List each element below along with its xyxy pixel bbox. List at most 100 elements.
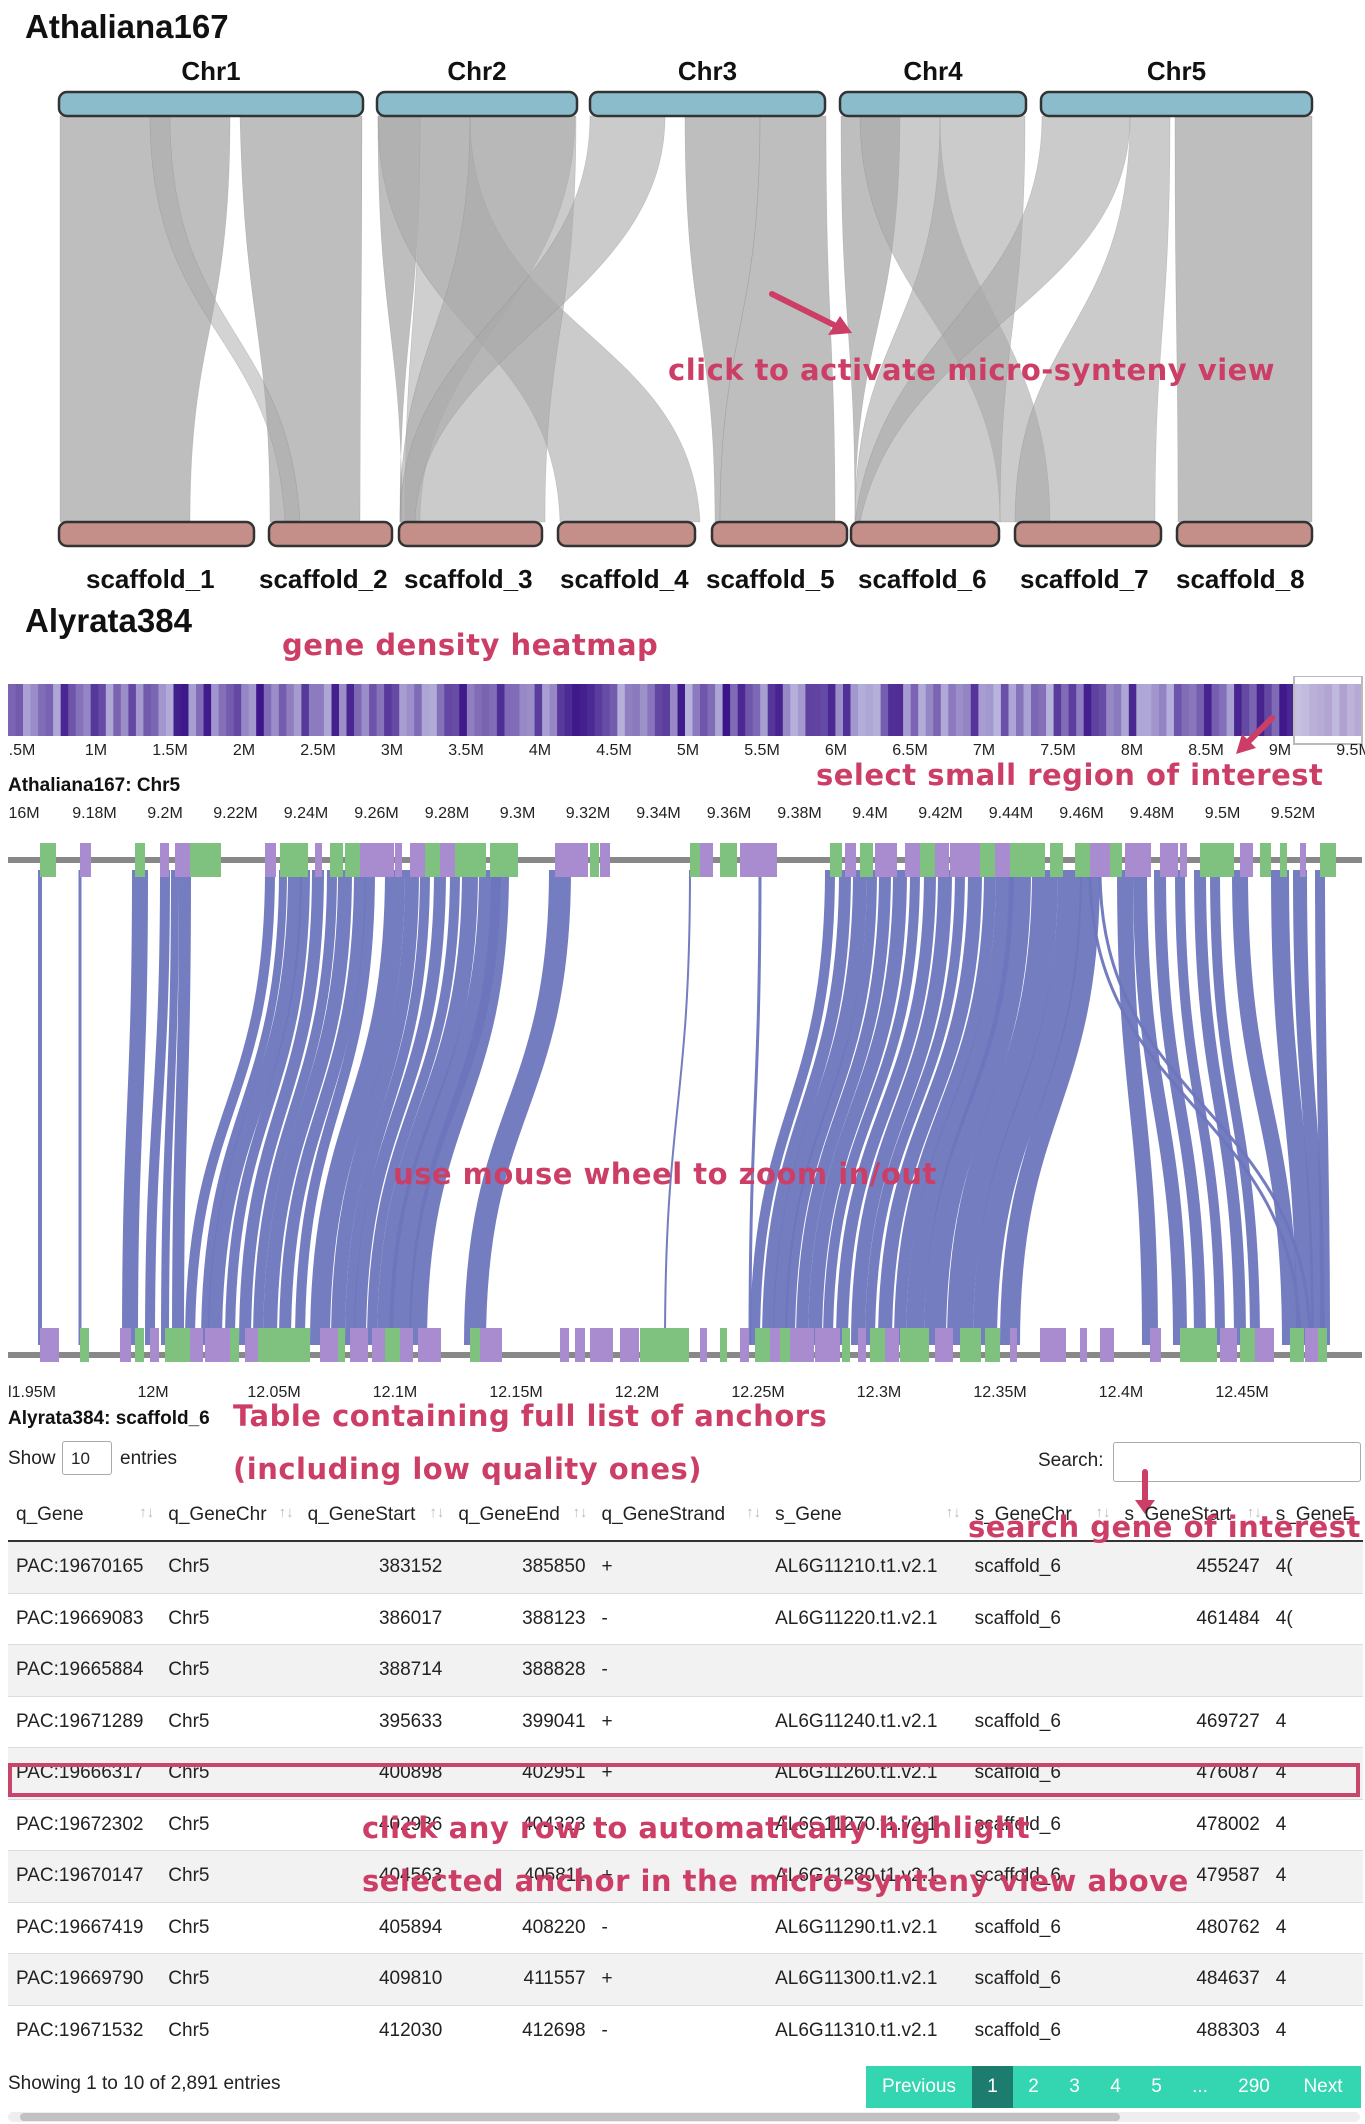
- heatmap-cell: [519, 684, 528, 736]
- chr-bar-5: [1039, 90, 1314, 118]
- heatmap-cell: [451, 684, 460, 736]
- gene-glyph: [425, 843, 443, 877]
- table-cell: [767, 1644, 967, 1696]
- pagination-page-1[interactable]: 1: [972, 2066, 1013, 2108]
- heatmap-cell: [30, 684, 39, 736]
- synteny-ribbon: [1014, 115, 1171, 523]
- page-length-select[interactable]: 10: [62, 1441, 112, 1475]
- chr-label-3: Chr3: [677, 56, 738, 86]
- table-row[interactable]: PAC:19672302 Chr5 402986 404323- AL6G11270.t…: [8, 1798, 1363, 1851]
- heatmap-cell: [888, 684, 897, 736]
- anchor-ribbon: [122, 869, 148, 1346]
- heatmap-cell: [226, 684, 235, 736]
- pagination-previous[interactable]: Previous: [866, 2066, 972, 2108]
- table-cell: 388714: [299, 1644, 451, 1696]
- table-row[interactable]: PAC:19670147 Chr5 404563 405811 + AL6G11280.t…: [8, 1850, 1363, 1902]
- table-cell: 4: [1267, 1850, 1363, 1902]
- heatmap-cell: [105, 684, 114, 736]
- table-row[interactable]: PAC:19670165 Chr5 383152 385850 + AL6G11210.t…: [8, 1540, 1363, 1593]
- gene-glyph: [135, 843, 145, 877]
- heatmap-cell: [730, 684, 739, 736]
- pagination-page-4[interactable]: 4: [1095, 2066, 1136, 2108]
- gene-glyph: [1280, 843, 1287, 877]
- heatmap-cell: [662, 684, 671, 736]
- table-cell: +: [593, 1540, 768, 1593]
- heatmap-cell: [557, 684, 566, 736]
- search-input[interactable]: [1113, 1442, 1361, 1482]
- scrollbar-thumb[interactable]: [20, 2113, 1120, 2121]
- table-row[interactable]: PAC:19666317 Chr5 400898 402951 + AL6G11260.t…: [8, 1747, 1363, 1799]
- table-cell: [966, 1644, 1117, 1696]
- horizontal-scrollbar[interactable]: [8, 2112, 1360, 2122]
- heatmap-cell: [955, 684, 964, 736]
- pagination-page-2[interactable]: 2: [1013, 2066, 1054, 2108]
- heatmap-cell: [835, 684, 844, 736]
- gene-glyph: [190, 1328, 203, 1362]
- table-cell: scaffold_6: [966, 1592, 1117, 1645]
- gene-glyph: [570, 843, 588, 877]
- anchor-ribbon: [310, 869, 405, 1346]
- table-cell: PAC:19669790: [8, 1953, 161, 2005]
- macro-synteny-plot[interactable]: [0, 0, 1365, 560]
- gene-glyph: [560, 1328, 569, 1362]
- gene-glyph: [665, 1328, 689, 1362]
- pagination-next[interactable]: Next: [1285, 2066, 1361, 2108]
- table-row[interactable]: PAC:19665884 Chr5 388714 388828-: [8, 1644, 1363, 1696]
- anchor-ribbon: [172, 869, 191, 1346]
- table-cell: 388828: [450, 1644, 594, 1696]
- table-cell: 399041: [450, 1695, 594, 1748]
- col-header-q-genestrand[interactable]: q_GeneStrand ↑↓: [593, 1490, 768, 1542]
- col-header-q-gene[interactable]: q_Gene ↑↓: [8, 1490, 161, 1542]
- heatmap-cell: [489, 684, 498, 736]
- gene-glyph: [740, 1328, 749, 1362]
- table-row[interactable]: PAC:19667419 Chr5 405894 408220- AL6G11290.t…: [8, 1901, 1363, 1954]
- col-header-q-geneend[interactable]: q_GeneEnd ↑↓: [450, 1490, 594, 1542]
- table-row[interactable]: PAC:19669790 Chr5 409810 411557 + AL6G11300.t…: [8, 1953, 1363, 2005]
- annotation-heatmap: gene density heatmap: [282, 628, 659, 662]
- heatmap-cell: [512, 684, 521, 736]
- pagination-page-290[interactable]: 290: [1223, 2066, 1285, 2108]
- heatmap-cell: [790, 684, 799, 736]
- heatmap-cell: [331, 684, 340, 736]
- table-cell: 412030: [299, 2004, 451, 2056]
- table-row[interactable]: PAC:19671289 Chr5 395633 399041 + AL6G11240.t…: [8, 1695, 1363, 1748]
- heatmap-cell: [1241, 684, 1250, 736]
- gene-glyph: [500, 843, 518, 877]
- heatmap-cell: [414, 684, 423, 736]
- scaffold-bar-7: [1013, 520, 1163, 548]
- pagination-page-3[interactable]: 3: [1054, 2066, 1095, 2108]
- table-cell: [1116, 1644, 1268, 1696]
- col-header-s-geneend[interactable]: s_GeneE: [1267, 1490, 1363, 1542]
- heatmap-cell: [15, 684, 24, 736]
- col-header-s-gene[interactable]: s_Gene ↑↓: [767, 1490, 967, 1542]
- micro-synteny-plot[interactable]: [0, 840, 1365, 1370]
- heatmap-cell: [1354, 684, 1363, 736]
- heatmap-tick-label: 6.5M: [892, 742, 928, 759]
- table-row[interactable]: PAC:19671532 Chr5 412030 412698- AL6G11310.t…: [8, 2004, 1363, 2056]
- heatmap-cell: [45, 684, 54, 736]
- heatmap-cell: [1309, 684, 1318, 736]
- annotation-select-region: select small region of interest: [816, 758, 1324, 792]
- gene-glyph: [258, 1328, 271, 1362]
- chr-bar-2: [375, 90, 579, 118]
- col-header-s-genestart[interactable]: s_GeneStart ↑↓: [1116, 1490, 1268, 1542]
- heatmap-cell: [572, 684, 581, 736]
- col-header-q-genestart[interactable]: q_GeneStart ↑↓: [299, 1490, 451, 1542]
- gene-density-heatmap[interactable]: [0, 676, 1365, 748]
- table-row[interactable]: PAC:19669083 Chr5 386017 388123- AL6G11220.t…: [8, 1592, 1363, 1645]
- table-cell: Chr5: [160, 1953, 300, 2005]
- anchor-ribbon: [1271, 869, 1314, 1346]
- heatmap-cell: [1143, 684, 1152, 736]
- col-header-q-genechr[interactable]: q_GeneChr ↑↓: [160, 1490, 300, 1542]
- heatmap-cell: [1098, 684, 1107, 736]
- table-cell: -: [593, 1592, 768, 1645]
- table-cell: 4: [1267, 1747, 1363, 1799]
- scaffold-bar-5: [710, 520, 849, 548]
- heatmap-cell: [1256, 684, 1265, 736]
- col-header-s-genechr[interactable]: s_GeneChr ↑↓: [966, 1490, 1117, 1542]
- anchor-ribbon: [1000, 869, 1100, 1346]
- table-cell: [1267, 1644, 1363, 1696]
- pagination-page-5[interactable]: 5: [1136, 2066, 1177, 2108]
- table-cell: 4(: [1267, 1592, 1363, 1645]
- heatmap-tick-label: 6M: [824, 742, 848, 759]
